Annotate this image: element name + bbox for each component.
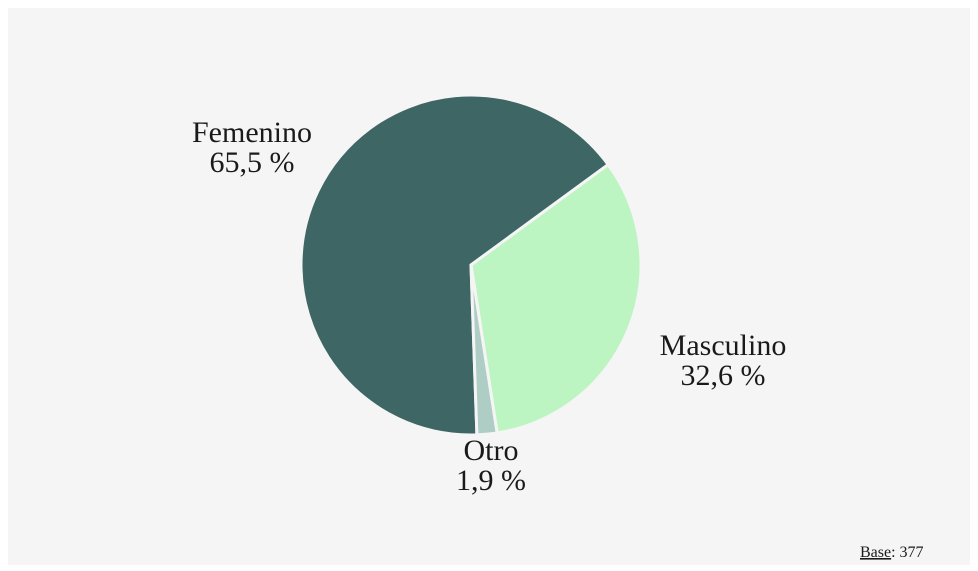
slice-label: Masculino (660, 329, 787, 362)
base-label: Base (860, 544, 891, 561)
slice-label: Otro (464, 434, 519, 467)
slice-label: Femenino (192, 116, 312, 149)
slice-value-label: 1,9 % (456, 464, 526, 497)
pie-slice (469, 162, 643, 435)
base-note: Base: 377 (860, 544, 924, 561)
pie-slice (469, 264, 499, 437)
slice-value-label: 32,6 % (681, 359, 766, 392)
pie-slice (299, 93, 611, 437)
base-text: : 377 (891, 544, 923, 561)
slice-value-label: 65,5 % (210, 146, 295, 179)
